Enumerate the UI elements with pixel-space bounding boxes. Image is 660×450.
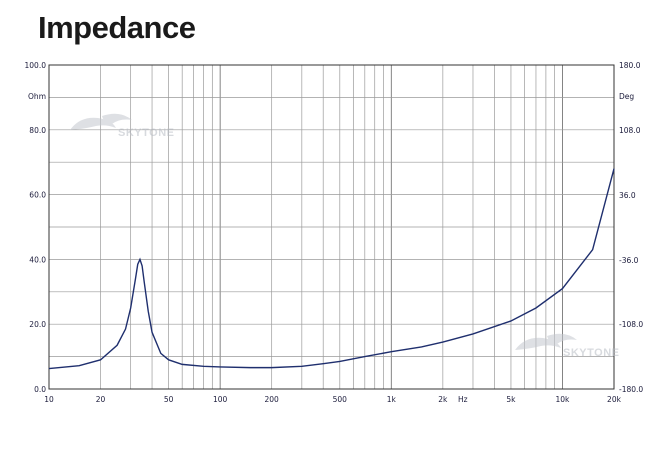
impedance-curve bbox=[48, 168, 615, 370]
x-tick-label: 5k bbox=[506, 395, 516, 404]
watermark-text: SKYTONE bbox=[563, 347, 619, 359]
y-left-tick-label: 0.0 bbox=[34, 385, 46, 394]
plot-frame bbox=[48, 64, 615, 390]
watermark-text: SKYTONE bbox=[118, 127, 174, 139]
y-right-tick-label: -36.0 bbox=[619, 256, 639, 265]
x-tick-label: 2k bbox=[438, 395, 448, 404]
x-tick-label: 500 bbox=[333, 395, 348, 404]
y-right-tick-label: 108.0 bbox=[619, 126, 641, 135]
y-left-tick-label: Ohm bbox=[28, 92, 46, 101]
x-tick-label: 1k bbox=[387, 395, 397, 404]
y-right-tick-label: -108.0 bbox=[619, 320, 643, 329]
y-left-tick-label: 100.0 bbox=[25, 61, 47, 70]
skytone-logo: SKYTONE bbox=[515, 333, 619, 359]
x-tick-label: 50 bbox=[164, 395, 174, 404]
x-tick-label: 10 bbox=[44, 395, 54, 404]
y-right-tick-label: Deg bbox=[619, 92, 634, 101]
x-tick-label: 20k bbox=[607, 395, 622, 404]
axis-labels: 10 20 50 100 200 500 1k 2k 5k 10k 20k Hz 100.0 Ohm 80.… bbox=[25, 61, 644, 404]
x-tick-label: 200 bbox=[265, 395, 280, 404]
skytone-logo: SKYTONE bbox=[70, 113, 174, 139]
y-right-tick-label: 36.0 bbox=[619, 191, 636, 200]
y-right-tick-label: -180.0 bbox=[619, 385, 643, 394]
x-tick-label: 100 bbox=[213, 395, 228, 404]
logo-wing bbox=[102, 113, 132, 125]
y-left-tick-label: 20.0 bbox=[29, 320, 46, 329]
logo-wing bbox=[547, 333, 577, 345]
x-tick-label: 10k bbox=[556, 395, 571, 404]
chart-title: Impedance bbox=[38, 10, 196, 45]
watermark: SKYTONE SKYTONE bbox=[70, 113, 619, 359]
x-tick-label: 20 bbox=[96, 395, 106, 404]
y-right-tick-label: 180.0 bbox=[619, 61, 641, 70]
y-left-tick-label: 40.0 bbox=[29, 255, 46, 264]
y-left-tick-label: 80.0 bbox=[29, 126, 46, 135]
y-left-tick-label: 60.0 bbox=[29, 191, 46, 200]
x-unit-label: Hz bbox=[458, 395, 468, 404]
